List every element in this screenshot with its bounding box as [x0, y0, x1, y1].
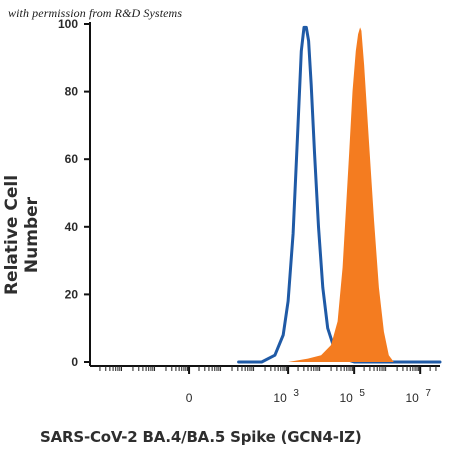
watermark: with permission from R&D Systems — [8, 6, 183, 20]
x-tick-label: 0 — [186, 391, 193, 405]
x-tick-label: 10 — [406, 391, 420, 405]
y-tick-label: 80 — [65, 85, 79, 99]
y-tick-label: 0 — [71, 355, 78, 369]
x-tick-exponent: 3 — [293, 388, 299, 399]
x-tick-exponent: 5 — [359, 388, 365, 399]
x-axis-label: SARS-CoV-2 BA.4/BA.5 Spike (GCN4-IZ) — [40, 428, 362, 446]
series-filled-histogram — [288, 27, 394, 363]
y-tick-label: 60 — [65, 152, 79, 166]
y-tick-label: 40 — [65, 220, 79, 234]
x-tick-exponent: 7 — [425, 388, 431, 399]
y-tick-label: 20 — [65, 287, 79, 301]
y-tick-label: 100 — [58, 17, 78, 31]
x-tick-label: 10 — [339, 391, 353, 405]
x-tick-label: 10 — [273, 391, 287, 405]
